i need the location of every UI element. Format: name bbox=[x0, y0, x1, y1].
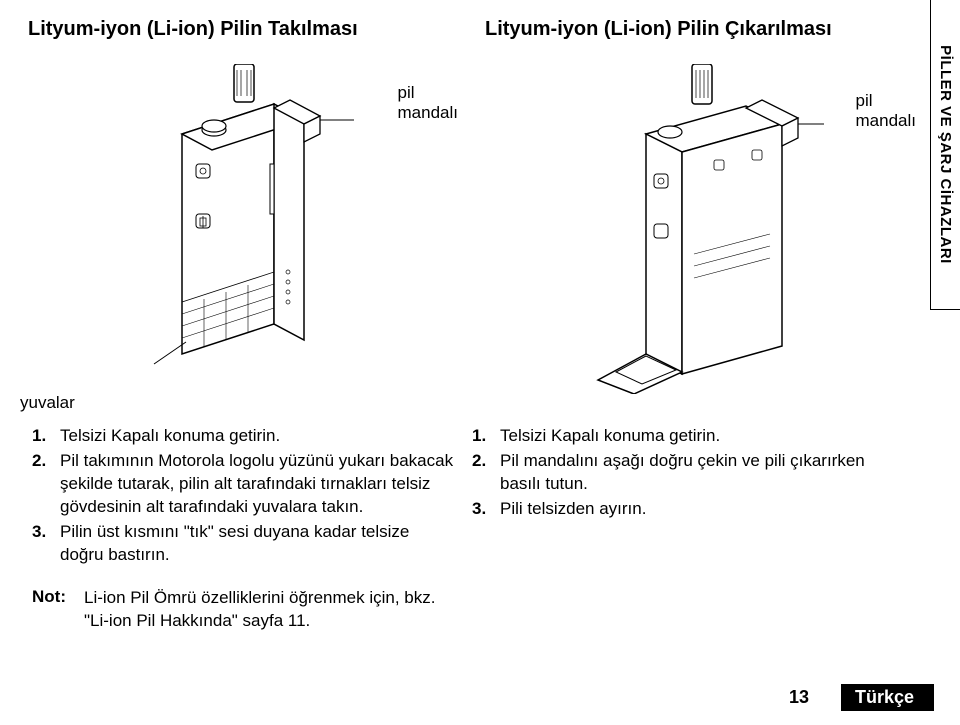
instructions-row: 1.Telsizi Kapalı konuma getirin. 2.Pil t… bbox=[28, 425, 932, 569]
figure-install: pil mandalı yuvalar bbox=[28, 49, 480, 409]
install-steps: 1.Telsizi Kapalı konuma getirin. 2.Pil t… bbox=[32, 425, 456, 569]
figure-row: pil mandalı yuvalar bbox=[28, 49, 932, 409]
list-item: 1.Telsizi Kapalı konuma getirin. bbox=[60, 425, 456, 448]
page-language: Türkçe bbox=[841, 684, 934, 711]
heading-remove: Lityum-iyon (Li-ion) Pilin Çıkarılması bbox=[475, 18, 932, 41]
list-item: 2.Pil takımının Motorola logolu yüzünü y… bbox=[60, 450, 456, 519]
list-item: 1.Telsizi Kapalı konuma getirin. bbox=[500, 425, 896, 448]
side-tab-text: PİLLER VE ŞARJ CİHAZLARI bbox=[937, 45, 954, 264]
list-item: 3.Pili telsizden ayırın. bbox=[500, 498, 896, 521]
side-tab: PİLLER VE ŞARJ CİHAZLARI bbox=[930, 0, 960, 310]
list-item: 2.Pil mandalını aşağı doğru çekin ve pil… bbox=[500, 450, 896, 496]
callout-yuvalar: yuvalar bbox=[20, 393, 75, 413]
note-row: Not: Li-ion Pil Ömrü özelliklerini öğren… bbox=[28, 587, 932, 633]
callout-pil-mandali-left: pil mandalı bbox=[398, 83, 458, 124]
callout-pil-mandali-right: pil mandalı bbox=[856, 91, 916, 132]
remove-steps: 1.Telsizi Kapalı konuma getirin. 2.Pil m… bbox=[472, 425, 896, 569]
radio-remove-illustration bbox=[576, 64, 836, 394]
note-label: Not: bbox=[32, 587, 84, 633]
page-footer: 13 Türkçe bbox=[789, 684, 934, 711]
figure-remove: pil mandalı bbox=[480, 49, 932, 409]
radio-install-illustration bbox=[124, 64, 384, 394]
list-item: 3.Pilin üst kısmını "tık" sesi duyana ka… bbox=[60, 521, 456, 567]
heading-install: Lityum-iyon (Li-ion) Pilin Takılması bbox=[28, 18, 475, 41]
page-number: 13 bbox=[789, 687, 809, 708]
note-body: Li-ion Pil Ömrü özelliklerini öğrenmek i… bbox=[84, 587, 464, 633]
